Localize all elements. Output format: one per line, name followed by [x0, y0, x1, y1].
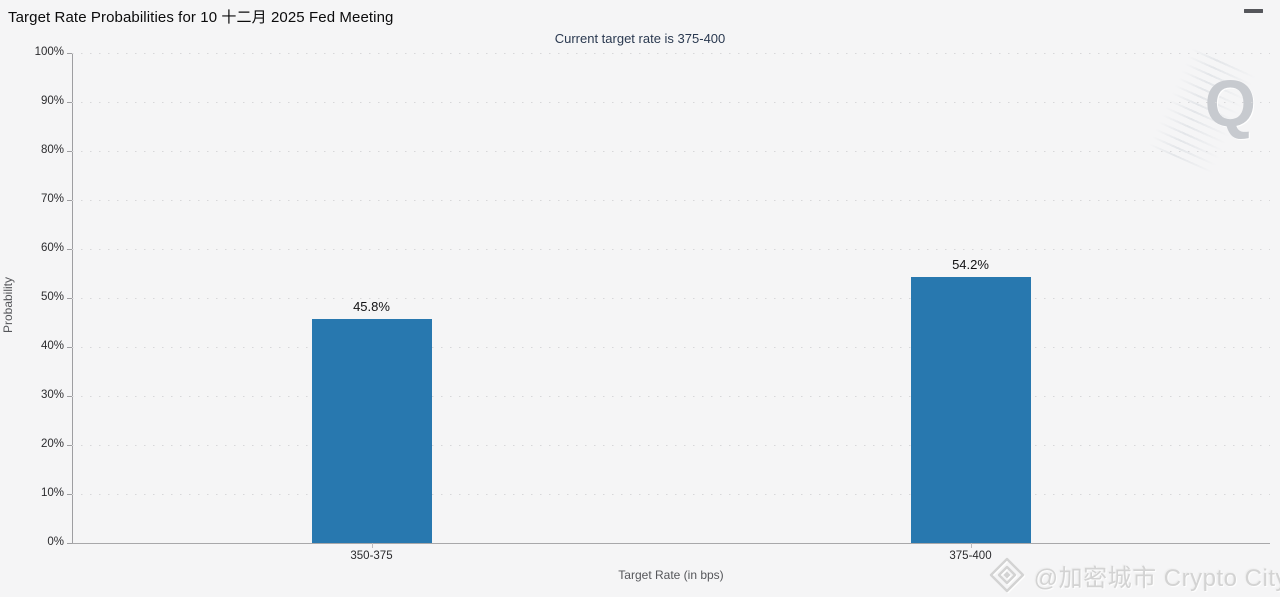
y-tick-label: 40% [40, 340, 64, 352]
x-tick-label: 375-400 [949, 550, 992, 562]
y-tick-mark [67, 200, 72, 201]
y-tick-mark [67, 396, 72, 397]
plot-area: 45.8% 54.2% [72, 52, 1270, 543]
gridline [72, 248, 1270, 250]
y-tick-label: 50% [40, 291, 64, 303]
chart-subtitle: Current target rate is 375-400 [554, 31, 726, 46]
y-tick-label: 0% [47, 536, 64, 548]
gridline [72, 101, 1270, 103]
gridline [72, 297, 1270, 299]
y-tick-mark [67, 445, 72, 446]
x-tick-mark [371, 543, 373, 548]
gridline [72, 395, 1270, 397]
y-tick-label: 70% [40, 193, 64, 205]
gridline [72, 150, 1270, 152]
bar-value-label: 54.2% [952, 257, 989, 273]
x-axis-line [72, 543, 1270, 544]
gridline [72, 52, 1270, 54]
bar-375-400[interactable] [910, 277, 1031, 543]
bar-value-label: 45.8% [353, 298, 390, 314]
menu-button[interactable] [1244, 8, 1266, 26]
gridline [72, 444, 1270, 446]
y-tick-label: 20% [40, 438, 64, 450]
x-tick-label: 350-375 [350, 550, 393, 562]
y-tick-mark [67, 543, 72, 544]
page-title: Target Rate Probabilities for 10 十二月 202… [8, 9, 394, 26]
y-tick-mark [67, 151, 72, 152]
gridline [72, 493, 1270, 495]
y-tick-mark [67, 347, 72, 348]
y-axis-title: Probability [1, 276, 15, 334]
y-tick-mark [67, 53, 72, 54]
gridline [72, 346, 1270, 348]
hamburger-icon [1244, 9, 1263, 13]
y-tick-mark [67, 298, 72, 299]
x-tick-mark [970, 543, 972, 548]
y-tick-label: 100% [34, 46, 64, 58]
y-tick-label: 60% [40, 242, 64, 254]
x-axis-title: Target Rate (in bps) [618, 568, 724, 582]
y-tick-label: 80% [40, 144, 64, 156]
y-tick-mark [67, 249, 72, 250]
y-tick-label: 90% [40, 95, 64, 107]
y-tick-label: 30% [40, 389, 64, 401]
y-tick-mark [67, 494, 72, 495]
gridline [72, 199, 1270, 201]
y-tick-mark [67, 102, 72, 103]
y-tick-label: 10% [40, 487, 64, 499]
bar-350-375[interactable] [311, 318, 432, 543]
